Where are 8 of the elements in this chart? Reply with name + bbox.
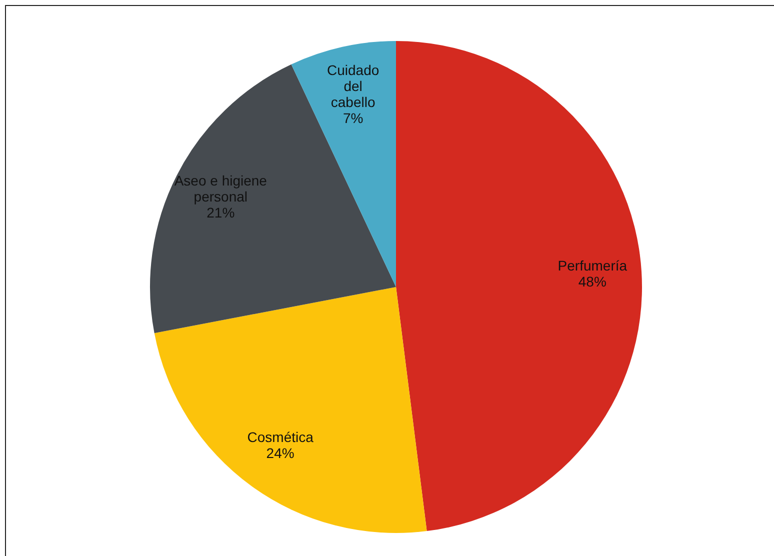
data-label: 24% bbox=[266, 445, 294, 462]
slice-label: Cuidado del cabello bbox=[326, 62, 380, 110]
slice-label: Perfumería bbox=[558, 258, 628, 274]
slice-label: Aseo e higiene personal bbox=[174, 172, 268, 205]
data-label: 21% bbox=[206, 204, 235, 221]
data-label: 48% bbox=[578, 274, 606, 290]
data-label: 7% bbox=[342, 110, 364, 126]
slice-label: Cosmética bbox=[247, 429, 314, 446]
